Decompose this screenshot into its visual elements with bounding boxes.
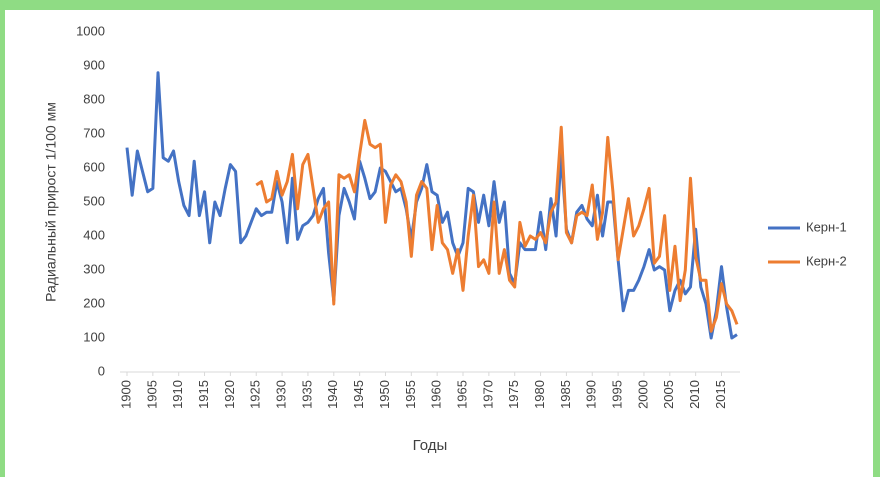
y-tick-label: 100 xyxy=(83,329,105,344)
x-tick-label: 1995 xyxy=(610,380,625,409)
legend-label: Керн-1 xyxy=(806,219,847,234)
x-axis-title: Годы xyxy=(413,437,448,454)
x-tick-label: 1985 xyxy=(558,380,573,409)
x-tick-label: 2010 xyxy=(687,380,702,409)
legend-label: Керн-2 xyxy=(806,253,847,268)
x-tick-label: 1940 xyxy=(325,380,340,409)
x-tick-label: 1930 xyxy=(274,380,289,409)
y-tick-label: 500 xyxy=(83,193,105,208)
x-tick-label: 2015 xyxy=(713,380,728,409)
x-tick-label: 1945 xyxy=(351,380,366,409)
y-tick-label: 400 xyxy=(83,227,105,242)
x-tick-label: 1960 xyxy=(429,380,444,409)
x-tick-label: 1970 xyxy=(480,380,495,409)
series-line xyxy=(255,118,739,333)
y-tick-label: 800 xyxy=(83,91,105,106)
x-tick-label: 1905 xyxy=(144,380,159,409)
y-tick-label: 200 xyxy=(83,295,105,310)
x-tick-label: 1965 xyxy=(454,380,469,409)
y-tick-label: 600 xyxy=(83,159,105,174)
x-tick-label: 2005 xyxy=(661,380,676,409)
x-tick-label: 1915 xyxy=(196,380,211,409)
x-tick-label: 1955 xyxy=(403,380,418,409)
background xyxy=(5,10,873,477)
x-tick-label: 1950 xyxy=(377,380,392,409)
x-tick-label: 2000 xyxy=(635,380,650,409)
x-tick-label: 1900 xyxy=(118,380,133,409)
x-tick-label: 1990 xyxy=(584,380,599,409)
y-axis-title: Радиальный прирост 1/100 мм xyxy=(43,102,59,302)
x-tick-label: 1910 xyxy=(170,380,185,409)
y-tick-label: 900 xyxy=(83,57,105,72)
x-tick-label: 1975 xyxy=(506,380,521,409)
x-tick-label: 1925 xyxy=(248,380,263,409)
y-tick-label: 0 xyxy=(98,363,105,378)
y-tick-label: 700 xyxy=(83,125,105,140)
series-line xyxy=(125,71,738,340)
x-tick-label: 1920 xyxy=(222,380,237,409)
y-tick-label: 1000 xyxy=(76,23,105,38)
y-tick-label: 300 xyxy=(83,261,105,276)
x-tick-label: 1935 xyxy=(299,380,314,409)
x-tick-label: 1980 xyxy=(532,380,547,409)
